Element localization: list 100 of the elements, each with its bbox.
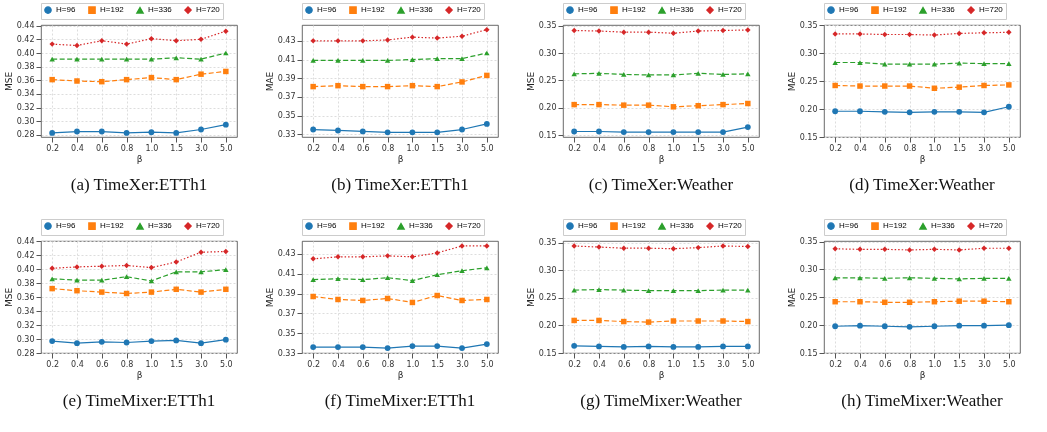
point [620,344,627,350]
point [74,42,80,49]
point [335,82,341,89]
point [744,124,751,131]
x-tick-label: 5.0 [741,359,755,369]
point [360,83,366,90]
x-tick-label: 1.5 [953,143,967,153]
x-tick-label: 3.0 [195,359,208,369]
point [359,128,366,135]
x-tick-label: 3.0 [195,143,208,153]
y-tick-label: 0.15 [799,348,818,358]
legend-label: H=96 [317,221,337,231]
y-tick-label: 0.44 [16,236,35,246]
point [906,109,913,116]
x-tick-label: 1.5 [953,359,967,369]
point [981,298,987,304]
y-tick-label: 0.41 [277,269,296,279]
point [906,323,913,330]
y-tick-label: 0.28 [16,130,35,140]
x-tick-label: 0.8 [903,143,917,153]
x-tick-label: 0.6 [617,359,631,369]
point [99,78,105,85]
point [621,72,627,77]
y-tick-label: 0.30 [538,265,557,275]
text: (b) TimeXer:ETTh1 [331,175,469,194]
y-axis-title: MSE [3,287,14,308]
point [99,263,105,269]
legend-label: H=336 [931,221,956,231]
y-axis-title: MAE [786,71,797,92]
legend-label: H=336 [670,221,695,231]
point [74,78,80,84]
x-tick-label: 3.0 [456,359,469,369]
point [956,298,962,304]
y-tick-label: 0.37 [277,308,296,318]
point [720,343,726,350]
y-axis-title: MAE [264,287,275,308]
x-tick-label: 1.0 [406,143,420,153]
legend-label: H=192 [361,5,386,15]
y-tick-label: 0.35 [538,21,557,31]
y-tick-label: 0.39 [277,73,296,83]
point [148,56,155,62]
point [832,323,839,330]
point [335,296,341,303]
point [720,318,726,324]
point [1006,29,1012,36]
y-tick-label: 0.20 [538,320,557,330]
point [670,318,677,324]
x-tick-label: 1.5 [170,359,184,369]
point [621,245,627,251]
point [621,102,627,108]
legend-label: H=192 [100,221,125,231]
point [198,56,204,62]
legend-label: H=720 [979,5,1004,15]
point [123,274,130,280]
x-tick-label: 0.8 [120,143,134,153]
legend-label: H=192 [361,221,386,231]
point [931,108,938,115]
point [744,343,751,350]
legend-label: H=720 [196,5,221,15]
point [384,58,391,63]
x-tick-label: 0.6 [617,143,631,153]
x-axis-title: β [136,369,143,380]
x-tick-label: 0.2 [46,143,60,153]
point [620,129,627,135]
point [434,343,441,349]
y-tick-label: 0.35 [799,20,818,30]
point [49,265,55,272]
x-tick-label: 5.0 [1002,359,1016,369]
text: (h) TimeMixer:Weather [841,391,1004,410]
x-tick-label: 0.6 [356,143,370,153]
point [857,299,863,305]
x-tick-label: 0.6 [95,143,109,153]
point [596,70,602,76]
x-tick-label: 5.0 [219,359,233,369]
point [99,56,105,62]
point [310,126,317,133]
y-tick-label: 0.25 [799,292,818,302]
x-tick-label: 0.4 [593,143,606,153]
point [857,275,863,281]
point [173,337,180,344]
point [459,297,465,304]
point [409,254,416,260]
x-tick-label: 1.0 [145,143,159,153]
point [931,275,938,281]
legend-label: H=336 [409,5,434,15]
point [670,129,677,135]
x-tick-label: 3.0 [717,359,730,369]
point [596,287,602,292]
point [409,343,416,349]
legend-label: H=336 [931,5,956,15]
point [360,277,366,283]
x-tick-label: 0.4 [593,359,606,369]
point [645,343,652,350]
point [720,27,726,34]
x-tick-label: 0.2 [46,359,60,369]
y-tick-label: 0.33 [277,129,296,139]
x-tick-label: 0.2 [829,143,843,153]
point [123,41,130,47]
x-tick-label: 5.0 [219,143,233,153]
point [832,60,838,65]
